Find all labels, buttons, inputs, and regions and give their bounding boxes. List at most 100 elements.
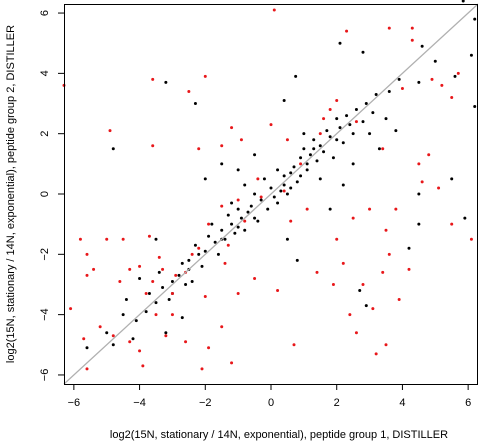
black-data-point — [387, 89, 391, 93]
red-data-point — [151, 279, 155, 283]
red-data-point — [384, 228, 388, 232]
red-data-point — [400, 86, 404, 90]
black-data-point — [170, 279, 174, 283]
black-data-point — [213, 240, 217, 244]
red-data-point — [387, 252, 391, 256]
black-data-point — [180, 261, 184, 265]
red-data-point — [322, 117, 326, 121]
black-data-point — [184, 282, 188, 286]
black-data-point — [299, 156, 303, 160]
black-data-point — [226, 213, 230, 217]
red-data-point — [371, 307, 375, 311]
black-data-point — [138, 276, 142, 280]
black-data-point — [318, 144, 322, 148]
y-tick-label: −6 — [39, 369, 51, 382]
black-data-point — [177, 273, 181, 277]
x-tick-label: −4 — [133, 397, 146, 409]
red-data-point — [118, 279, 122, 283]
black-data-point — [216, 252, 220, 256]
black-data-point — [461, 0, 465, 3]
black-data-point — [147, 292, 151, 296]
red-data-point — [305, 207, 309, 211]
red-data-point — [220, 325, 224, 329]
red-data-point — [85, 273, 89, 277]
black-data-point — [161, 285, 165, 289]
black-data-point — [193, 102, 197, 106]
black-data-point — [193, 243, 197, 247]
black-data-point — [417, 222, 421, 226]
black-data-point — [276, 201, 280, 205]
black-data-point — [154, 237, 158, 241]
red-data-point — [440, 83, 444, 87]
black-data-point — [134, 319, 138, 323]
black-data-point — [276, 168, 280, 172]
red-data-point — [387, 26, 391, 30]
red-data-point — [368, 207, 372, 211]
red-data-point — [253, 276, 257, 280]
red-data-point — [420, 180, 424, 184]
black-data-point — [351, 162, 355, 166]
black-data-point — [262, 177, 266, 181]
red-data-point — [230, 361, 234, 365]
red-data-point — [226, 243, 230, 247]
black-data-point — [453, 74, 457, 78]
black-data-point — [345, 114, 349, 118]
red-data-point — [170, 292, 174, 296]
red-data-point — [430, 77, 434, 81]
red-data-point — [121, 237, 125, 241]
red-data-point — [335, 237, 339, 241]
red-data-point — [200, 367, 204, 371]
red-data-point — [108, 129, 112, 133]
black-data-point — [167, 298, 171, 302]
red-data-point — [341, 261, 345, 265]
black-data-point — [282, 183, 286, 187]
red-data-point — [410, 38, 414, 42]
black-data-point — [328, 207, 332, 211]
red-data-point — [187, 89, 191, 93]
black-data-point — [269, 186, 273, 190]
black-data-point — [450, 177, 454, 181]
black-data-point — [121, 313, 125, 317]
black-data-point — [230, 201, 234, 205]
black-data-point — [279, 189, 283, 193]
black-data-point — [124, 298, 128, 302]
black-data-point — [236, 225, 240, 229]
black-data-point — [338, 41, 342, 45]
black-data-point — [407, 246, 411, 250]
red-data-point — [348, 313, 352, 317]
red-data-point — [259, 195, 263, 199]
red-data-point — [335, 99, 339, 103]
black-data-point — [473, 105, 477, 109]
red-data-point — [161, 267, 165, 271]
black-data-point — [180, 316, 184, 320]
red-data-point — [407, 267, 411, 271]
red-data-point — [170, 313, 174, 317]
red-data-point — [203, 74, 207, 78]
red-data-point — [354, 120, 358, 124]
black-data-point — [203, 177, 207, 181]
red-data-point — [174, 273, 178, 277]
black-data-point — [318, 177, 322, 181]
red-data-point — [282, 189, 286, 193]
red-data-point — [220, 204, 224, 208]
y-tick-label: −2 — [39, 248, 51, 261]
red-data-point — [469, 237, 473, 241]
black-data-point — [361, 50, 365, 54]
black-data-point — [154, 301, 158, 305]
red-data-point — [82, 337, 86, 341]
black-data-point — [351, 132, 355, 136]
x-tick-label: −2 — [199, 397, 212, 409]
black-data-point — [190, 279, 194, 283]
red-data-point — [292, 343, 296, 347]
red-data-point — [207, 346, 211, 350]
y-tick-label: 4 — [39, 70, 51, 76]
black-data-point — [364, 304, 368, 308]
black-data-point — [187, 258, 191, 262]
red-data-point — [105, 237, 109, 241]
black-data-point — [131, 337, 135, 341]
red-data-point — [276, 289, 280, 293]
red-data-point — [164, 334, 168, 338]
red-data-point — [256, 177, 260, 181]
red-data-point — [394, 207, 398, 211]
data-points — [62, 0, 477, 371]
